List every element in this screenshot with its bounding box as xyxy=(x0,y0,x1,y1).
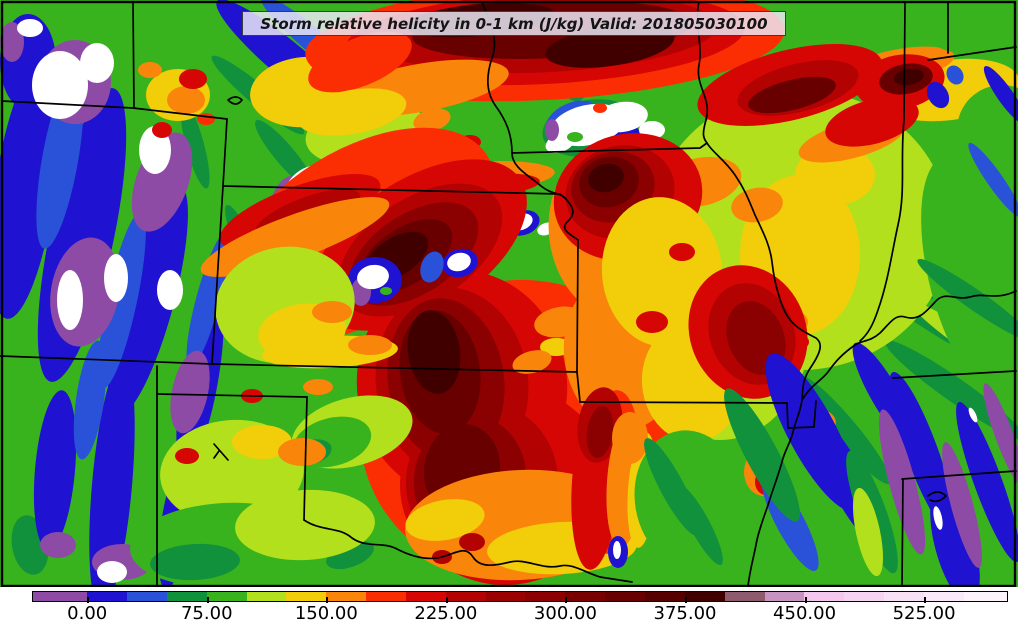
border-kansas-oklahoma xyxy=(211,363,578,373)
colorbar-tick-label: 375.00 xyxy=(653,603,717,624)
helicity-map xyxy=(0,0,1018,587)
river-mark-tennessee xyxy=(927,491,947,503)
colorbar-segment xyxy=(884,592,924,601)
border-topright-diagonal xyxy=(927,46,1017,61)
border-colorado-newmexico-south xyxy=(0,355,213,365)
map-area: Storm relative helicity in 0-1 km (J/kg)… xyxy=(0,0,1018,587)
border-kentucky-tennessee xyxy=(892,370,1017,379)
colorbar-segment xyxy=(33,592,88,601)
colorbar-tick-label: 150.00 xyxy=(294,603,358,624)
colorbar-segment xyxy=(525,592,566,601)
colorbar-segment xyxy=(166,592,207,601)
colorbar xyxy=(32,591,1008,602)
border-wyoming-nebraska xyxy=(132,1,135,109)
border-iowa-missouri xyxy=(511,142,708,154)
colorbar-segment xyxy=(645,592,685,601)
border-colorado-north xyxy=(1,100,228,120)
river-mississippi xyxy=(696,1,822,587)
colorbar-tick xyxy=(206,597,209,603)
colorbar-segment xyxy=(405,592,446,601)
colorbar-segment xyxy=(127,592,167,601)
river-ohio xyxy=(801,290,1017,401)
colorbar-segment xyxy=(565,592,606,601)
river-mark-texas xyxy=(213,443,229,461)
border-tennessee-mississippi xyxy=(901,470,1017,480)
colorbar-tick-label: 0.00 xyxy=(67,603,108,624)
lake-mark-nebraska xyxy=(227,96,243,105)
colorbar-segment xyxy=(326,592,367,601)
colorbar-tick xyxy=(565,597,568,603)
colorbar-tick-label: 300.00 xyxy=(533,603,597,624)
colorbar-tick-label: 75.00 xyxy=(180,603,233,624)
border-texas-oklahoma-100w xyxy=(303,396,308,521)
border-illinois-indiana xyxy=(859,1,906,342)
river-missouri-nebraska-iowa xyxy=(481,1,579,241)
colorbar-tick-label: 225.00 xyxy=(414,603,478,624)
map-title: Storm relative helicity in 0-1 km (J/kg)… xyxy=(260,14,768,33)
colorbar-segment xyxy=(923,592,964,601)
colorbar-segment xyxy=(366,592,406,601)
map-title-box: Storm relative helicity in 0-1 km (J/kg)… xyxy=(242,11,786,36)
colorbar-tick-label: 450.00 xyxy=(773,603,837,624)
colorbar-tick-label: 525.00 xyxy=(892,603,956,624)
river-red-texas-oklahoma xyxy=(303,519,633,583)
colorbar-segment xyxy=(804,592,845,601)
colorbar-segment xyxy=(485,592,526,601)
colorbar-segment xyxy=(87,592,128,601)
map-frame xyxy=(0,0,1017,587)
colorbar-segment xyxy=(963,592,1007,601)
colorbar-segment xyxy=(605,592,645,601)
helicity-field xyxy=(0,0,1018,587)
colorbar-tick xyxy=(684,597,687,603)
colorbar-segment xyxy=(445,592,486,601)
state-borders xyxy=(0,1,1017,587)
colorbar-tick xyxy=(326,597,329,603)
colorbar-segment xyxy=(286,592,327,601)
border-mississippi-alabama xyxy=(901,478,904,587)
colorbar-segment xyxy=(764,592,805,601)
border-missouri-arkansas xyxy=(579,400,817,429)
border-kansas-missouri xyxy=(576,239,581,403)
colorbar-segment xyxy=(246,592,287,601)
colorbar-segment xyxy=(684,592,725,601)
colorbar-segment xyxy=(844,592,885,601)
colorbar-tick xyxy=(87,597,90,603)
border-oklahoma-panhandle-south xyxy=(156,393,308,398)
colorbar-segment xyxy=(206,592,247,601)
colorbar-tick xyxy=(445,597,448,603)
colorbar-tick xyxy=(924,597,927,603)
colorbar-segment xyxy=(724,592,765,601)
colorbar-tick xyxy=(804,597,807,603)
